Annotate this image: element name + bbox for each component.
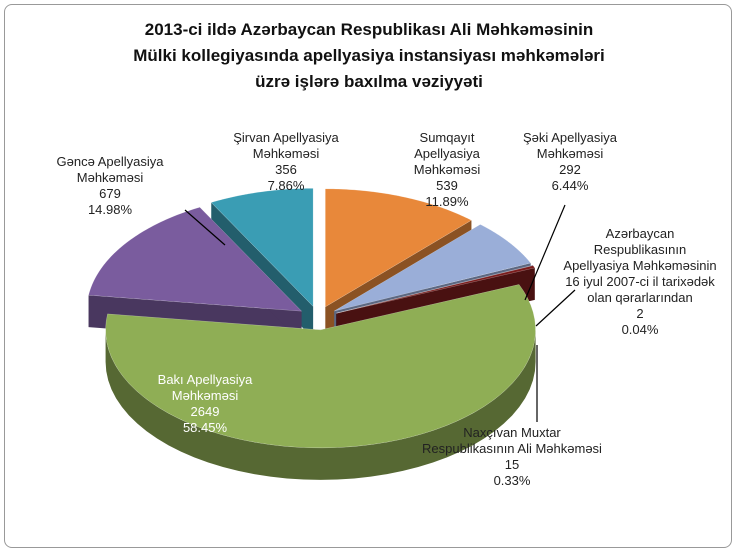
data-label: Şəki Apellyasiya Məhkəməsi 292 6.44% (515, 130, 625, 194)
label-value: 292 (559, 162, 581, 177)
label-percent: 7.86% (267, 178, 305, 193)
label-value: 2649 (190, 404, 220, 419)
label-value: 2 (636, 306, 644, 321)
label-name: Şəki Apellyasiya Məhkəməsi (523, 130, 617, 161)
chart-title: üzrə işlərə baxılma vəziyyəti (255, 72, 483, 91)
label-name: Naxçıvan Muxtar Respublikasının Ali Məhk… (422, 425, 602, 456)
pie-slice (325, 188, 472, 308)
data-label: Şirvan Apellyasiya Məhkəməsi 356 7.86% (226, 130, 346, 194)
chart-title: 2013-ci ildə Azərbaycan Respublikası Ali… (144, 20, 594, 39)
data-label: Naxçıvan Muxtar Respublikasının Ali Məhk… (422, 425, 602, 489)
label-name: Gəncə Apellyasiya Məhkəməsi (56, 154, 164, 185)
data-label: Azərbaycan Respublikasının Apellyasiya M… (560, 226, 720, 338)
data-label: Sumqayıt Apellyasiya Məhkəməsi 539 11.89% (397, 130, 497, 210)
label-percent: 0.04% (621, 322, 659, 337)
leader-line (184, 209, 226, 246)
label-name: Bakı Apellyasiya Məhkəməsi (157, 372, 253, 403)
label-percent: 0.33% (493, 473, 531, 488)
label-value: 15 (504, 457, 520, 472)
label-value: 356 (275, 162, 297, 177)
label-name: Sumqayıt Apellyasiya Məhkəməsi (413, 130, 481, 177)
label-percent: 11.89% (425, 194, 469, 209)
data-label: Gəncə Apellyasiya Məhkəməsi 679 14.98% (35, 154, 185, 218)
pie-slice (105, 284, 536, 449)
pie-slice (210, 188, 314, 307)
label-value: 539 (436, 178, 458, 193)
label-percent: 58.45% (182, 420, 228, 435)
slice-wall (105, 329, 536, 480)
pie-slice (334, 224, 532, 312)
label-value: 679 (99, 186, 121, 201)
label-percent: 14.98% (87, 202, 133, 217)
label-name: Azərbaycan Respublikasının Apellyasiya M… (563, 226, 717, 305)
leader-line (524, 204, 566, 301)
pie-slice (336, 265, 536, 314)
data-label: Bakı Apellyasiya Məhkəməsi 2649 58.45% (135, 372, 275, 436)
chart-frame (4, 4, 732, 548)
pie-slice (336, 264, 534, 314)
pie-slice (88, 206, 303, 312)
label-name: Şirvan Apellyasiya Məhkəməsi (233, 130, 339, 161)
label-percent: 6.44% (551, 178, 589, 193)
chart-title: Mülki kollegiyasında apellyasiya instans… (133, 46, 605, 65)
leader-line (535, 289, 576, 327)
